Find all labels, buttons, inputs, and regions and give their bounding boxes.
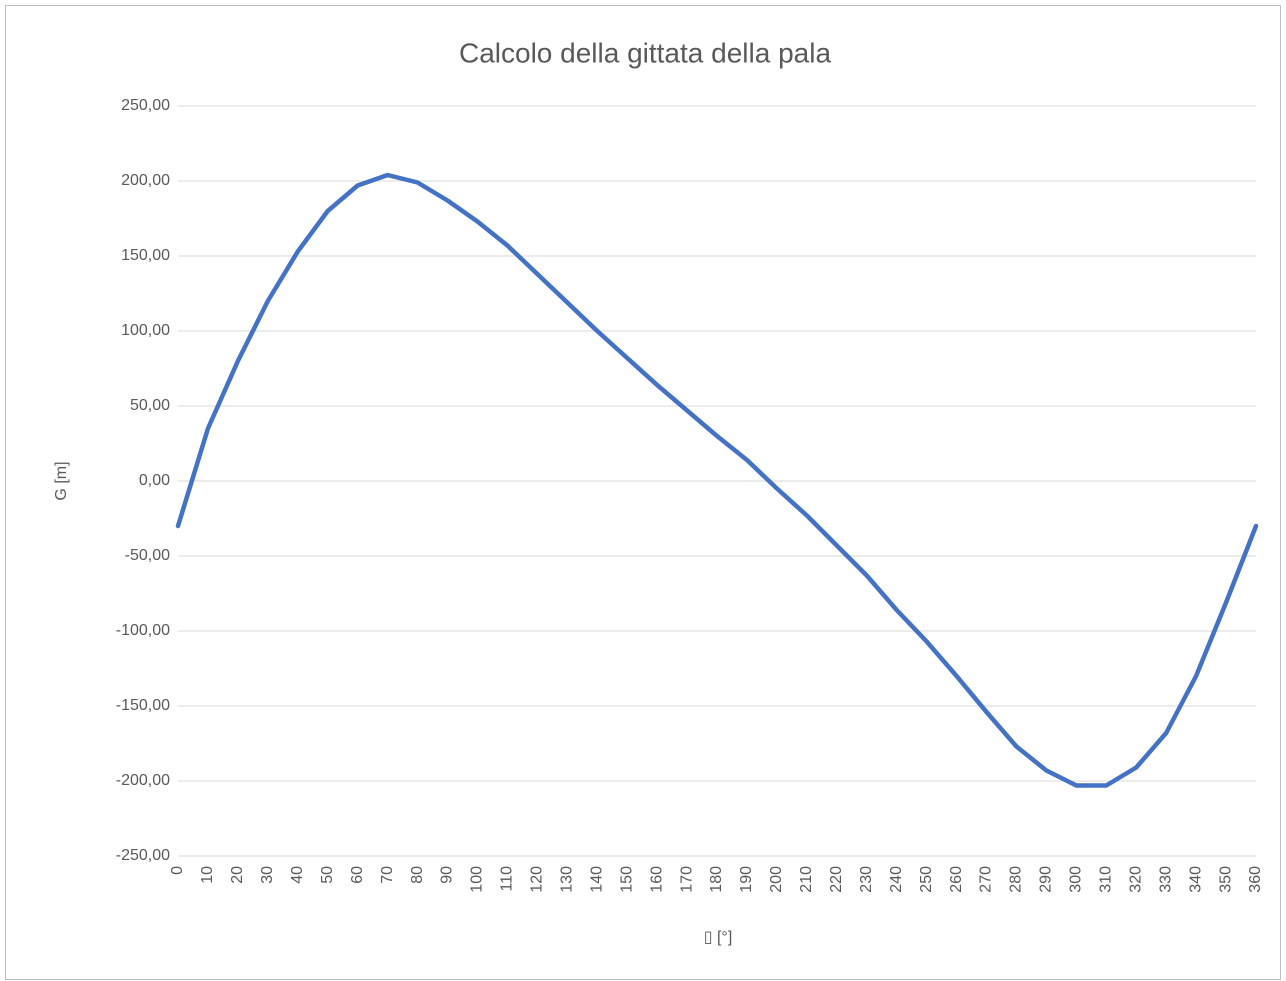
y-tick-label: 150,00 <box>121 247 170 264</box>
x-tick-label: 30 <box>259 866 276 884</box>
x-tick-label: 210 <box>798 866 815 893</box>
y-tick-label: 0,00 <box>139 472 170 489</box>
x-tick-label: 70 <box>379 866 396 884</box>
x-tick-label: 260 <box>948 866 965 893</box>
x-tick-label: 270 <box>978 866 995 893</box>
x-tick-label: 200 <box>768 866 785 893</box>
x-tick-label: 290 <box>1038 866 1055 893</box>
x-tick-label: 280 <box>1008 866 1025 893</box>
y-tick-label: 250,00 <box>121 97 170 114</box>
x-tick-label: 40 <box>289 866 306 884</box>
x-tick-label: 230 <box>858 866 875 893</box>
x-tick-label: 20 <box>229 866 246 884</box>
x-tick-label: 240 <box>888 866 905 893</box>
x-tick-label: 320 <box>1127 866 1144 893</box>
y-tick-label: -100,00 <box>116 622 170 639</box>
x-tick-label: 250 <box>918 866 935 893</box>
chart-title: Calcolo della gittata della pala <box>459 37 831 68</box>
y-tick-label: -50,00 <box>125 547 170 564</box>
y-tick-label: 50,00 <box>130 397 170 414</box>
chart-frame <box>5 5 1281 980</box>
x-tick-label: 300 <box>1068 866 1085 893</box>
x-tick-label: 310 <box>1097 866 1114 893</box>
x-tick-label: 360 <box>1247 866 1264 893</box>
x-tick-label: 100 <box>469 866 486 893</box>
x-tick-label: 180 <box>708 866 725 893</box>
y-tick-label: -150,00 <box>116 697 170 714</box>
y-tick-label: 100,00 <box>121 322 170 339</box>
y-tick-label: -250,00 <box>116 847 170 864</box>
x-tick-label: 330 <box>1157 866 1174 893</box>
data-line <box>175 172 1259 788</box>
x-tick-label: 190 <box>738 866 755 893</box>
y-axis-label: G [m] <box>53 461 70 500</box>
x-tick-label: 0 <box>169 866 186 875</box>
x-tick-label: 10 <box>199 866 216 884</box>
x-tick-label: 350 <box>1217 866 1234 893</box>
x-tick-label: 150 <box>618 866 635 893</box>
x-tick-label: 110 <box>499 866 516 892</box>
x-tick-label: 220 <box>828 866 845 893</box>
x-tick-label: 50 <box>319 866 336 884</box>
x-tick-label: 160 <box>648 866 665 893</box>
x-tick-label: 340 <box>1187 866 1204 893</box>
x-axis-label: ▯ [°] <box>704 929 733 946</box>
y-tick-label: -200,00 <box>116 772 170 789</box>
x-tick-label: 90 <box>439 866 456 884</box>
x-tick-label: 120 <box>529 866 546 893</box>
x-tick-label: 60 <box>349 866 366 884</box>
x-tick-label: 170 <box>678 866 695 893</box>
x-tick-label: 140 <box>588 866 605 893</box>
y-tick-label: 200,00 <box>121 172 170 189</box>
x-tick-label: 130 <box>558 866 575 893</box>
x-tick-label: 80 <box>409 866 426 884</box>
